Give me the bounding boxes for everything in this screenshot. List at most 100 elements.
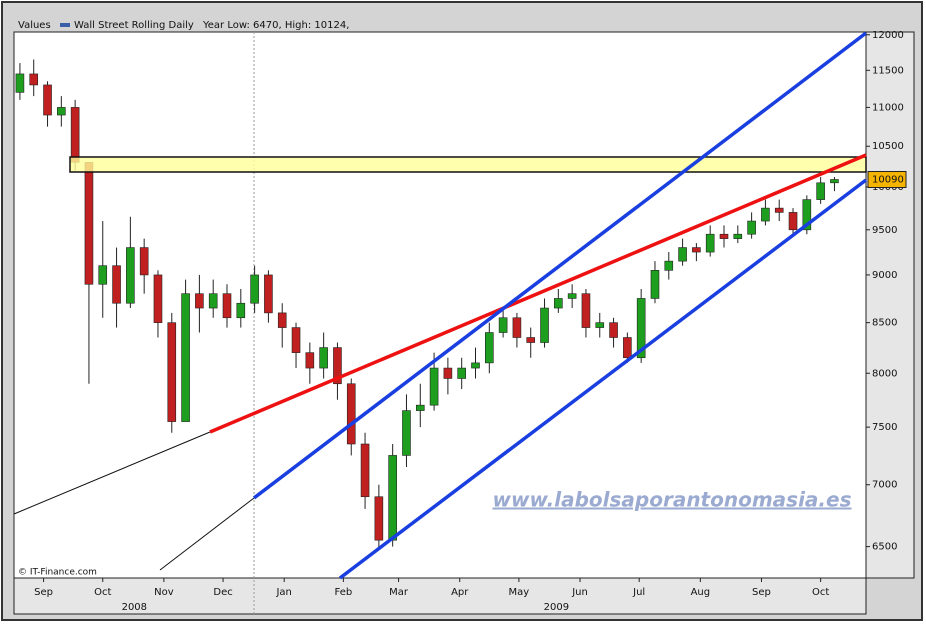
candle-body xyxy=(567,293,577,299)
y-tick-label: 10500 xyxy=(872,141,904,152)
candle-body xyxy=(692,247,701,253)
x-tick-label: Nov xyxy=(154,587,174,598)
candle-body xyxy=(733,233,743,239)
watermark: www.labolsaporantonomasia.es xyxy=(492,488,851,512)
candle-body xyxy=(402,410,411,456)
candle-body xyxy=(664,260,674,271)
trend-extension xyxy=(159,497,255,571)
year-label: 2009 xyxy=(544,602,569,613)
x-tick-label: Oct xyxy=(94,587,111,598)
candle-body xyxy=(195,293,204,309)
candle-body xyxy=(512,317,522,338)
y-tick-label: 7000 xyxy=(872,480,897,491)
candle-body xyxy=(443,367,453,379)
candle-body xyxy=(650,270,660,299)
x-tick-label: Apr xyxy=(451,587,469,598)
y-tick-label: 9000 xyxy=(872,270,897,281)
y-axis-area xyxy=(865,31,915,579)
candle-body xyxy=(181,293,190,422)
candle-body xyxy=(802,199,812,231)
y-tick-label: 12000 xyxy=(872,30,904,41)
x-tick-label: Sep xyxy=(752,587,771,598)
source: © IT-Finance.com xyxy=(18,568,97,578)
candle-body xyxy=(609,322,618,338)
candle-body xyxy=(540,307,549,343)
candle-body xyxy=(29,73,39,86)
candle-body xyxy=(98,265,108,285)
y-tick-label: 6500 xyxy=(872,542,897,553)
candles xyxy=(15,59,839,551)
candle-body xyxy=(277,312,287,328)
x-tick-label: May xyxy=(509,587,530,598)
last-price-label: 10090 xyxy=(872,174,904,185)
candle-body xyxy=(830,179,839,184)
candle-body xyxy=(222,293,232,319)
candle-body xyxy=(208,293,218,309)
candle-body xyxy=(153,274,163,323)
y-tick-label: 11500 xyxy=(872,65,904,76)
candle-body xyxy=(498,317,508,333)
year-label: 2008 xyxy=(122,602,147,613)
legend-swatch xyxy=(60,23,70,27)
candle-body xyxy=(554,298,563,309)
x-tick-label: Jul xyxy=(632,587,645,598)
candle-body xyxy=(595,322,605,328)
candle-body xyxy=(788,212,798,231)
legend-label: Values xyxy=(18,20,51,31)
candle-body xyxy=(291,327,301,353)
candle-body xyxy=(816,182,825,200)
candle-body xyxy=(15,73,25,93)
candle-body xyxy=(526,337,536,343)
candle-body xyxy=(747,220,756,235)
candle-body xyxy=(319,347,328,369)
x-tick-label: Dec xyxy=(213,587,232,598)
candle-body xyxy=(761,207,770,222)
candle-body xyxy=(636,298,646,359)
x-tick-label: Sep xyxy=(34,587,53,598)
last-price-box xyxy=(867,170,907,188)
candle-body xyxy=(305,352,315,369)
candle-body xyxy=(236,302,246,319)
candle-body xyxy=(388,455,397,541)
candle-body xyxy=(360,443,370,498)
candle-body xyxy=(346,383,356,445)
candle-body xyxy=(139,247,149,276)
candle-body xyxy=(264,274,273,314)
candle-body xyxy=(70,107,80,163)
candle-body xyxy=(333,347,342,385)
year-stats: Year Low: 6470, High: 10124, xyxy=(202,20,349,31)
trend-extension xyxy=(13,431,211,515)
candle-body xyxy=(581,293,591,328)
candle-body xyxy=(250,274,259,304)
channel-lower xyxy=(338,178,868,580)
red-trendline xyxy=(209,153,867,434)
candle-body xyxy=(705,233,715,253)
y-tick-label: 11000 xyxy=(872,102,904,113)
candle-body xyxy=(774,207,784,213)
y-tick-label: 8000 xyxy=(872,368,897,379)
x-tick-label: Oct xyxy=(812,587,829,598)
candle-body xyxy=(623,337,632,359)
candle-body xyxy=(374,496,384,541)
resistance-band xyxy=(69,156,867,173)
candle-body xyxy=(126,247,135,304)
series-name: Wall Street Rolling Daily xyxy=(74,20,194,31)
x-tick-label: Mar xyxy=(389,587,409,598)
x-tick-label: Jan xyxy=(275,587,291,598)
y-tick-label: 9500 xyxy=(872,225,897,236)
x-axis-area xyxy=(13,577,867,615)
x-tick-label: Jun xyxy=(571,587,588,598)
x-tick-label: Aug xyxy=(691,587,711,598)
candle-body xyxy=(485,332,494,364)
candle-body xyxy=(112,265,121,304)
channel-upper xyxy=(252,31,868,500)
candle-body xyxy=(415,404,425,411)
candle-body xyxy=(457,367,466,379)
y-tick-label: 7500 xyxy=(872,422,897,433)
candle-body xyxy=(429,367,439,406)
candle-body xyxy=(719,233,729,239)
x-tick-label: Feb xyxy=(335,587,353,598)
candle-body xyxy=(43,84,52,116)
